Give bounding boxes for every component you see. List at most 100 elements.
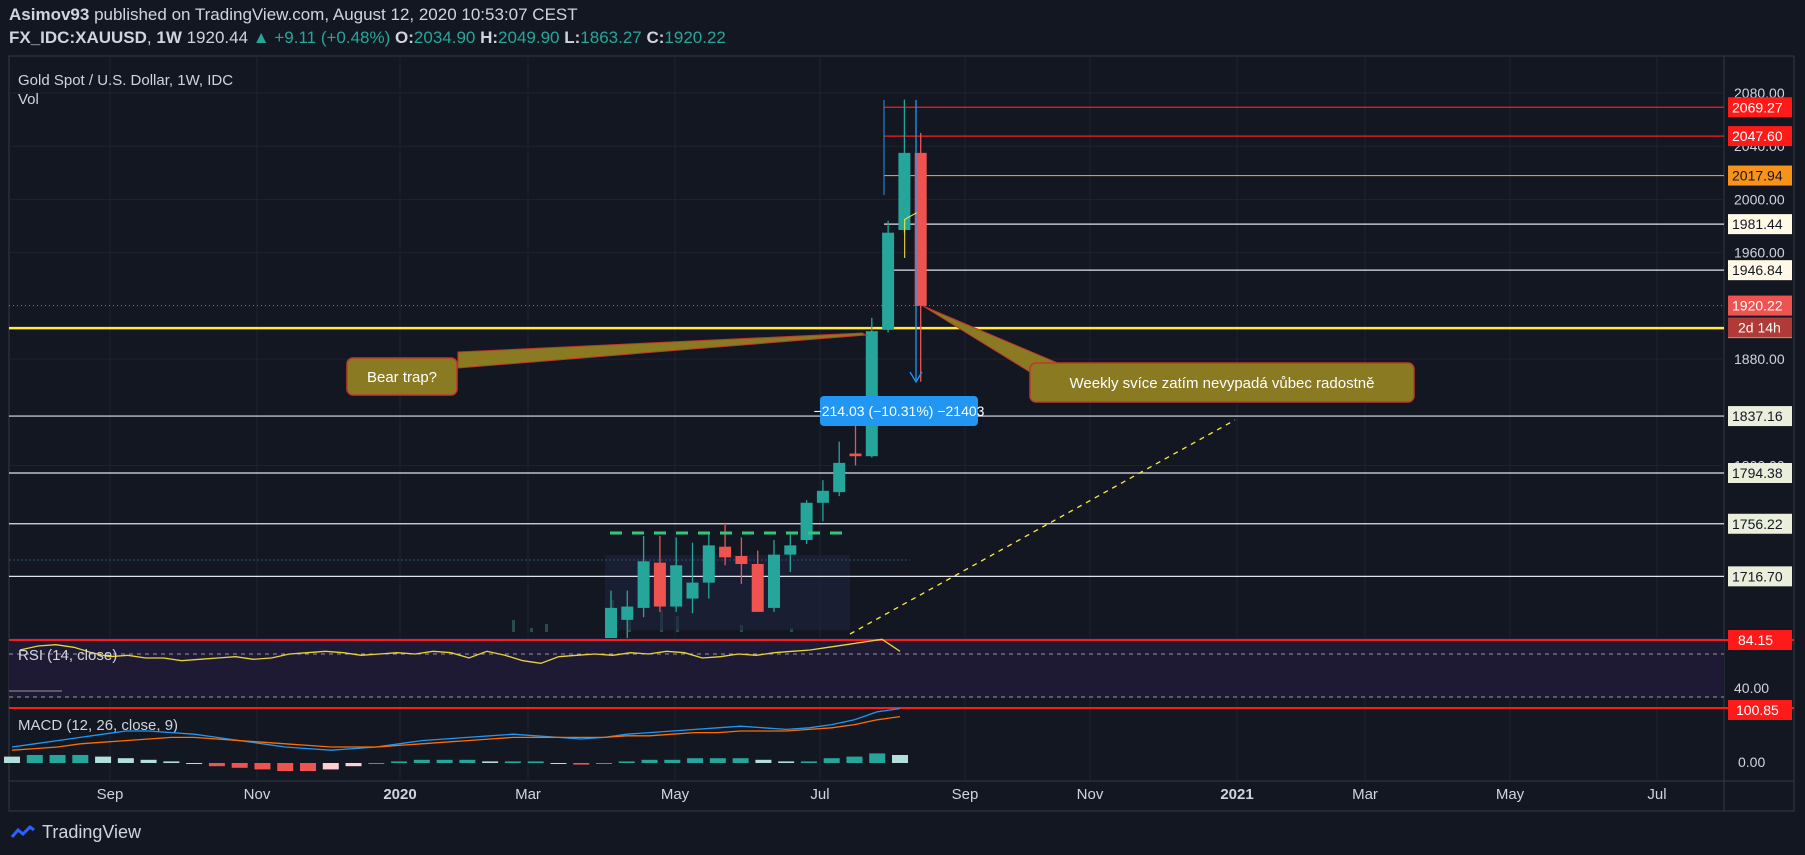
close-label: C: xyxy=(646,28,665,47)
x-tick-label: May xyxy=(1496,786,1525,803)
volume-bar xyxy=(512,620,515,632)
rsi-label: RSI (14, close) xyxy=(18,647,117,664)
x-tick-label: Mar xyxy=(1352,786,1378,803)
macd-hist-bar xyxy=(550,763,567,764)
candle-body xyxy=(637,561,650,608)
level-label: 1981.44 xyxy=(1732,216,1783,232)
macd-hist-bar xyxy=(254,763,271,770)
macd-hist-bar xyxy=(755,759,772,763)
interval: 1W xyxy=(156,28,182,47)
signal-line xyxy=(11,715,901,751)
x-tick-label: Jul xyxy=(1647,786,1666,803)
macd-tick: 0.00 xyxy=(1738,754,1765,770)
candle-body xyxy=(751,563,764,612)
macd-hist-bar xyxy=(300,763,316,771)
measure-box xyxy=(820,396,978,426)
level-label: 1946.84 xyxy=(1732,262,1783,278)
level-label-box xyxy=(1728,463,1792,483)
measure-label: −214.03 (−10.31%) −21403 xyxy=(814,403,985,419)
level-label: 1837.16 xyxy=(1732,408,1783,424)
macd-hist-bar xyxy=(436,759,453,763)
bear-trap-note[interactable] xyxy=(346,357,458,396)
x-tick-label: Nov xyxy=(1077,786,1104,803)
macd-hist-bar xyxy=(664,759,681,763)
countdown-box xyxy=(1728,317,1792,338)
candle-body xyxy=(735,555,748,564)
y-tick-label: 1960.00 xyxy=(1734,245,1785,261)
candle-body xyxy=(621,606,634,620)
macd-hist-bar xyxy=(596,763,612,764)
macd-hist-bar xyxy=(140,759,157,763)
candle-body xyxy=(898,152,911,231)
level-label: 1756.22 xyxy=(1732,516,1783,532)
macd-hist-bar xyxy=(687,758,704,763)
macd-hist-bar xyxy=(482,761,499,763)
x-tick-label: 2020 xyxy=(383,786,416,803)
trendline xyxy=(849,419,1236,635)
candle-body xyxy=(865,331,878,457)
level-label-box xyxy=(1728,566,1792,587)
candle-body xyxy=(768,554,780,608)
candle-body xyxy=(882,232,895,330)
candle-body xyxy=(800,502,813,541)
macd-hist-bar xyxy=(163,761,180,763)
macd-hist-bar xyxy=(892,755,908,763)
macd-hist-bar xyxy=(231,763,248,768)
candle-body xyxy=(833,462,846,493)
candle-body xyxy=(653,562,666,607)
macd-hist-bar xyxy=(778,761,795,763)
macd-hist-bar xyxy=(800,761,817,763)
macd-hist-bar xyxy=(186,763,203,764)
level-label-box xyxy=(1728,513,1792,534)
change-up-icon: ▲ xyxy=(252,28,270,47)
macd-level-box xyxy=(1728,700,1792,720)
macd-hist-bar xyxy=(4,756,20,763)
level-label-box xyxy=(1728,97,1792,118)
trend-hint xyxy=(904,212,917,258)
callout-pointer xyxy=(922,305,1062,373)
macd-hist-bar xyxy=(709,758,726,763)
candle-body xyxy=(702,545,715,583)
macd-hist-bar xyxy=(459,759,476,763)
measure-arrow-icon xyxy=(909,371,923,384)
brand-name: TradingView xyxy=(42,822,142,842)
macd-line xyxy=(11,707,901,751)
weekly-note-text: Weekly svíce zatím nevypadá vůbec radost… xyxy=(1070,375,1375,392)
volume-bar xyxy=(530,628,533,632)
legend-vol: Vol xyxy=(18,91,39,108)
macd-hist-bar xyxy=(208,763,225,767)
level-label: 2047.60 xyxy=(1732,128,1783,144)
rsi-level-label: 84.15 xyxy=(1738,632,1773,648)
legend-title: Gold Spot / U.S. Dollar, 1W, IDC xyxy=(18,72,233,89)
weekly-note[interactable] xyxy=(1029,362,1415,403)
rsi-band xyxy=(9,638,1724,698)
level-label-box xyxy=(1728,126,1792,147)
y-tick-label: 2000.00 xyxy=(1734,191,1785,207)
x-tick-label: Sep xyxy=(952,786,979,803)
level-label: 1794.38 xyxy=(1732,465,1783,481)
volume-bar xyxy=(545,624,548,632)
x-tick-label: Sep xyxy=(97,786,124,803)
level-label: 1716.70 xyxy=(1732,568,1783,584)
macd-hist-bar xyxy=(26,755,43,763)
macd-hist-bar xyxy=(117,758,134,763)
rsi-line xyxy=(19,638,901,664)
macd-hist-bar xyxy=(391,761,408,763)
countdown-label: 2d 14h xyxy=(1738,320,1781,336)
high-label: H: xyxy=(480,28,499,47)
macd-hist-bar xyxy=(846,756,863,763)
published-text: published on TradingView.com, August 12,… xyxy=(94,5,578,24)
x-tick-label: Mar xyxy=(515,786,541,803)
x-tick-label: Nov xyxy=(244,786,271,803)
candle-body xyxy=(849,453,862,457)
tradingview-footer[interactable]: TradingView xyxy=(10,822,141,843)
macd-hist-bar xyxy=(277,763,294,771)
macd-hist-bar xyxy=(869,753,886,763)
level-label-box xyxy=(1728,165,1792,186)
callout-pointer xyxy=(457,332,868,369)
close-value: 1920.22 xyxy=(664,28,726,47)
last-price: 1920.44 xyxy=(186,28,249,47)
macd-label: MACD (12, 26, close, 9) xyxy=(18,717,178,734)
author-name[interactable]: Asimov93 xyxy=(9,5,90,24)
